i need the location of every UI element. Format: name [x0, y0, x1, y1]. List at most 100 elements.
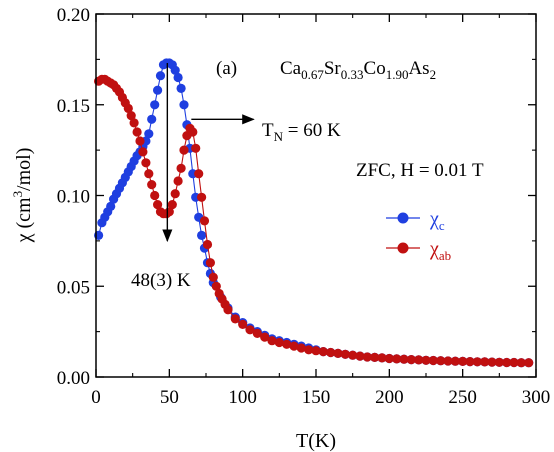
x-tick-label: 50: [160, 387, 179, 408]
legend-text-chi-c-main: χ: [429, 208, 439, 230]
data-point: [282, 339, 292, 349]
panel-label: (a): [216, 58, 237, 79]
data-point: [176, 163, 186, 173]
y-tick-label: 0.05: [57, 277, 90, 298]
data-point: [348, 350, 358, 360]
data-point: [138, 147, 148, 157]
data-point: [370, 352, 380, 362]
data-point: [245, 325, 255, 335]
data-point: [176, 83, 186, 93]
data-point: [167, 200, 177, 210]
legend-marker-chi-c: [397, 212, 409, 224]
data-point: [524, 358, 534, 368]
legend-text-chi-ab: χab: [429, 238, 451, 263]
data-point: [458, 356, 468, 366]
x-tick-label: 150: [302, 387, 331, 408]
data-point: [230, 314, 240, 324]
tn-label-rest: = 60 K: [283, 120, 341, 141]
data-point: [252, 328, 262, 338]
data-point: [260, 332, 270, 342]
data-point: [333, 348, 343, 358]
y-axis-title-pre: χ (cm: [13, 197, 35, 243]
data-point: [191, 143, 201, 153]
data-point: [129, 118, 139, 128]
data-point: [141, 158, 151, 168]
data-point: [289, 341, 299, 351]
data-point: [311, 346, 321, 356]
data-point: [197, 230, 207, 240]
legend-text-chi-ab-main: χ: [429, 238, 439, 260]
x-tick-label: 300: [522, 387, 551, 408]
data-point: [421, 355, 431, 365]
data-point: [399, 354, 409, 364]
data-point: [194, 169, 204, 179]
peak-label: 48(3) K: [131, 270, 191, 291]
compound-sub-4: 2: [430, 67, 437, 82]
series-layer: [94, 58, 534, 368]
y-axis-title-sup: 3: [10, 191, 25, 198]
data-point: [188, 127, 198, 137]
y-axis-title: χ (cm3/mol): [10, 148, 35, 244]
data-point: [465, 357, 475, 367]
compound-sub-1: 0.67: [301, 67, 324, 82]
data-point: [179, 100, 189, 110]
data-point: [155, 71, 166, 81]
data-point: [144, 169, 154, 179]
data-point: [173, 176, 183, 186]
y-tick-label: 0.00: [57, 368, 90, 389]
data-point: [132, 127, 142, 137]
data-point: [208, 272, 218, 282]
legend-marker-chi-ab: [397, 242, 409, 254]
legend: χc χab: [386, 208, 451, 263]
compound-sub-3: 1.90: [386, 67, 409, 82]
compound-sub-2: 0.33: [341, 67, 364, 82]
data-point: [126, 111, 136, 121]
data-point: [487, 357, 497, 367]
y-tick-label: 0.15: [57, 96, 90, 117]
data-point: [223, 305, 233, 315]
data-point: [436, 356, 446, 366]
data-point: [355, 351, 365, 361]
data-point: [384, 353, 394, 364]
data-point: [472, 357, 482, 367]
data-point: [123, 103, 133, 113]
x-tick-label: 200: [375, 387, 404, 408]
compound-el-2: Sr: [324, 58, 342, 79]
compound-el-3: Co: [364, 58, 386, 79]
tn-label-main: T: [262, 120, 274, 141]
y-axis-title-post: /mol): [13, 148, 35, 191]
data-point: [170, 65, 180, 75]
data-point: [502, 357, 512, 368]
tn-label: TN = 60 K: [262, 120, 341, 144]
x-tick-label: 0: [91, 387, 101, 408]
data-point: [267, 336, 277, 346]
data-point: [414, 355, 424, 365]
data-point: [406, 355, 416, 365]
compound-formula: Ca0.67Sr0.33Co1.90As2: [280, 58, 436, 82]
data-point: [428, 355, 438, 366]
data-point: [480, 357, 490, 367]
data-point: [362, 352, 372, 362]
data-point: [450, 356, 460, 366]
data-point: [274, 337, 284, 348]
data-point: [202, 239, 213, 250]
data-point: [392, 354, 402, 364]
data-point: [199, 216, 210, 226]
x-axis-title: T(K): [296, 430, 336, 452]
data-point: [211, 281, 221, 291]
data-point: [509, 357, 519, 368]
data-point: [494, 357, 504, 367]
data-point: [296, 343, 306, 353]
legend-text-chi-ab-sub: ab: [439, 248, 451, 263]
data-point: [516, 358, 526, 368]
compound-el-1: Ca: [280, 58, 302, 79]
data-point: [318, 347, 328, 357]
series-chi-ab: [94, 74, 534, 368]
data-point: [377, 353, 387, 363]
data-point: [135, 136, 145, 146]
data-point: [170, 189, 180, 199]
data-point: [153, 200, 163, 210]
data-point: [340, 349, 350, 359]
legend-text-chi-c: χc: [429, 208, 445, 233]
